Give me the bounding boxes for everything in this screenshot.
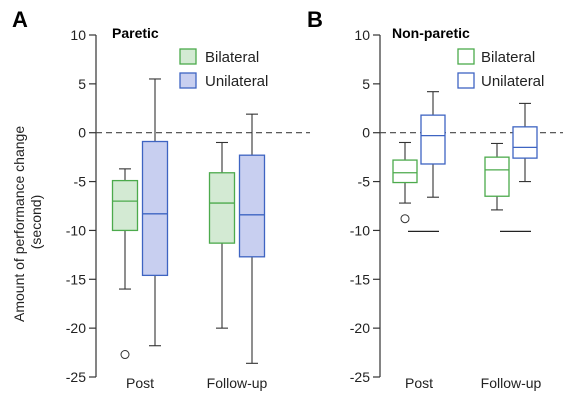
panel-b-letter: B [307, 7, 323, 32]
panel-b-unilateral-box [512, 102, 538, 183]
panel-a-y-tick-label: -5 [74, 174, 87, 190]
panel-a-bilateral-box [208, 141, 236, 329]
y-axis-label-line2: (second) [28, 195, 44, 249]
legend-swatch [457, 72, 475, 89]
legend-swatch [179, 72, 197, 89]
iqr-box [484, 156, 510, 197]
panel-a-legend: Bilateral Unilateral [179, 48, 268, 90]
iqr-box [420, 114, 446, 165]
panel-b-y-tick-label: -25 [350, 369, 370, 385]
panel-b-y-tick-label: -5 [358, 174, 371, 190]
iqr-box [238, 154, 266, 258]
panel-a-y-tick-label: -10 [66, 222, 86, 238]
panel-a-unilateral-box [238, 113, 266, 364]
panel-a: A Paretic 10 5 0 -5 -10 -15 -20 -25 Post Follow-up B… [12, 7, 310, 391]
panel-b-unilateral-box [420, 91, 446, 198]
panel-b-y-tick-label: 5 [362, 76, 370, 92]
outlier-point [120, 350, 130, 360]
panel-b-legend: Bilateral Unilateral [457, 48, 544, 90]
panel-b-bilateral-box [392, 141, 439, 233]
panel-a-title: Paretic [112, 25, 159, 41]
panel-b-y-tick-label: -10 [350, 222, 370, 238]
panel-a-unilateral-box [141, 78, 169, 347]
iqr-box [141, 140, 169, 277]
panel-b: B Non-paretic 10 5 0 -5 -10 -15 -20 -25 Post Follow… [307, 7, 563, 391]
panel-a-y-tick-label: 5 [78, 76, 86, 92]
panel-a-y-tick-label: -25 [66, 369, 86, 385]
panel-b-y-tick-label: -15 [350, 271, 370, 287]
panel-a-y-tick-label: -20 [66, 320, 86, 336]
panel-a-y-tick-label: 0 [78, 125, 86, 141]
panel-b-y-tick-label: 10 [354, 27, 370, 43]
y-axis-label-line1: Amount of performance change [11, 126, 27, 322]
legend-label: Bilateral [205, 49, 259, 66]
iqr-box [392, 159, 418, 184]
outlier-point [400, 214, 410, 224]
legend-swatch [179, 48, 197, 65]
panel-b-bilateral-box [484, 142, 531, 233]
panel-b-x-tick-label: Post [405, 375, 433, 391]
legend-label: Unilateral [481, 73, 544, 90]
panel-a-x-tick-label: Follow-up [207, 375, 268, 391]
panel-b-x-tick-label: Follow-up [481, 375, 542, 391]
legend-label: Unilateral [205, 73, 268, 90]
panel-b-y-tick-label: -20 [350, 320, 370, 336]
panel-a-x-tick-label: Post [126, 375, 154, 391]
legend-label: Bilateral [481, 49, 535, 66]
panel-b-y-tick-label: 0 [362, 125, 370, 141]
y-axis-label: Amount of performance change (second) [11, 122, 44, 322]
legend-swatch [457, 48, 475, 65]
panel-a-y-tick-label: -15 [66, 271, 86, 287]
iqr-box [208, 172, 236, 244]
iqr-box [512, 126, 538, 159]
panel-a-bilateral-box [111, 168, 139, 360]
iqr-box [111, 179, 139, 232]
panel-a-y-tick-label: 10 [70, 27, 86, 43]
panel-a-letter: A [12, 7, 28, 32]
panel-b-title: Non-paretic [392, 25, 470, 41]
